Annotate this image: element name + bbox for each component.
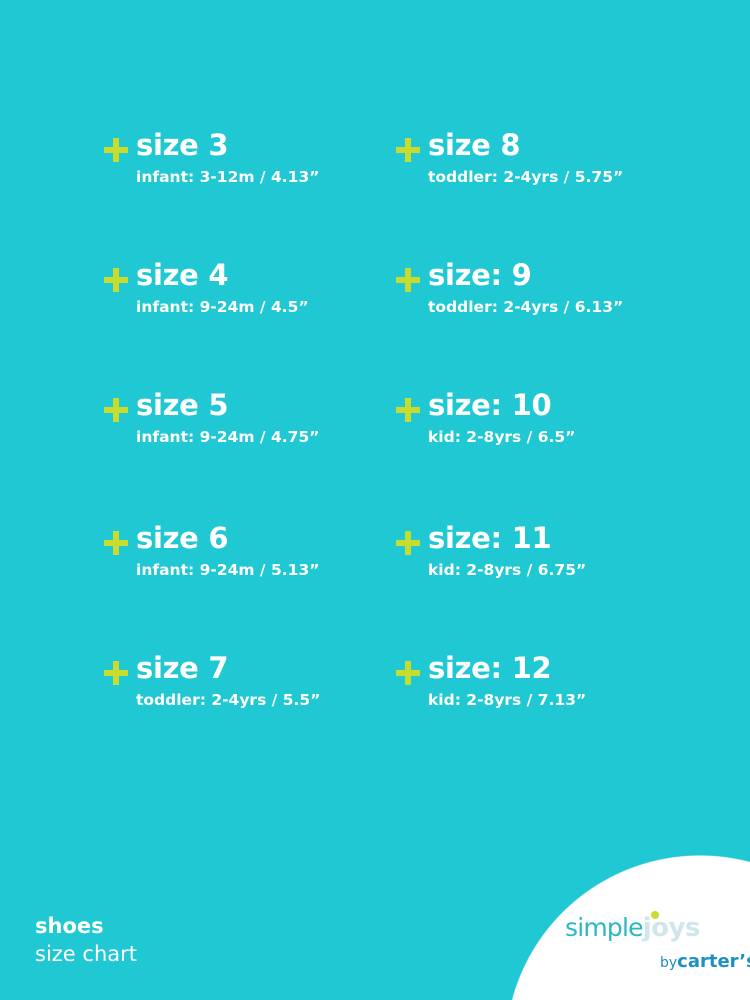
plus-icon <box>396 268 420 292</box>
logo-byline: bycarter’s <box>660 951 750 972</box>
size-detail: infant: 3-12m / 4.13” <box>136 168 320 186</box>
plus-icon <box>104 531 128 555</box>
plus-icon <box>396 398 420 422</box>
size-detail: toddler: 2-4yrs / 5.75” <box>428 168 624 186</box>
size-detail: infant: 9-24m / 5.13” <box>136 561 320 579</box>
logo-by: by <box>660 955 678 971</box>
size-detail: toddler: 2-4yrs / 6.13” <box>428 298 624 316</box>
logo-badge-background <box>505 855 750 1000</box>
plus-icon <box>104 398 128 422</box>
size-detail: toddler: 2-4yrs / 5.5” <box>136 691 321 709</box>
size-title: size: 10 <box>428 388 552 422</box>
plus-icon <box>396 531 420 555</box>
plus-icon <box>396 138 420 162</box>
size-title: size 4 <box>136 258 229 292</box>
size-title: size 5 <box>136 388 229 422</box>
logo-dot-icon <box>650 911 659 919</box>
size-title: size 8 <box>428 128 521 162</box>
plus-icon <box>396 661 420 685</box>
caption-subtitle: size chart <box>35 942 137 966</box>
size-detail: kid: 2-8yrs / 6.5” <box>428 428 576 446</box>
logo-brand: carter’s <box>677 951 750 972</box>
size-title: size: 9 <box>428 258 532 292</box>
caption-category: shoes <box>35 914 104 938</box>
size-title: size 6 <box>136 521 229 555</box>
size-title: size: 12 <box>428 651 552 685</box>
size-detail: kid: 2-8yrs / 7.13” <box>428 691 587 709</box>
plus-icon <box>104 138 128 162</box>
size-detail: kid: 2-8yrs / 6.75” <box>428 561 587 579</box>
chart-caption: shoes size chart <box>35 912 137 968</box>
brand-logo: simple joys bycarter’s <box>565 911 750 973</box>
size-title: size: 11 <box>428 521 552 555</box>
plus-icon <box>104 268 128 292</box>
size-title: size 3 <box>136 128 229 162</box>
logo-word-simple: simple <box>565 913 644 942</box>
size-title: size 7 <box>136 651 229 685</box>
size-detail: infant: 9-24m / 4.75” <box>136 428 320 446</box>
plus-icon <box>104 661 128 685</box>
size-detail: infant: 9-24m / 4.5” <box>136 298 309 316</box>
